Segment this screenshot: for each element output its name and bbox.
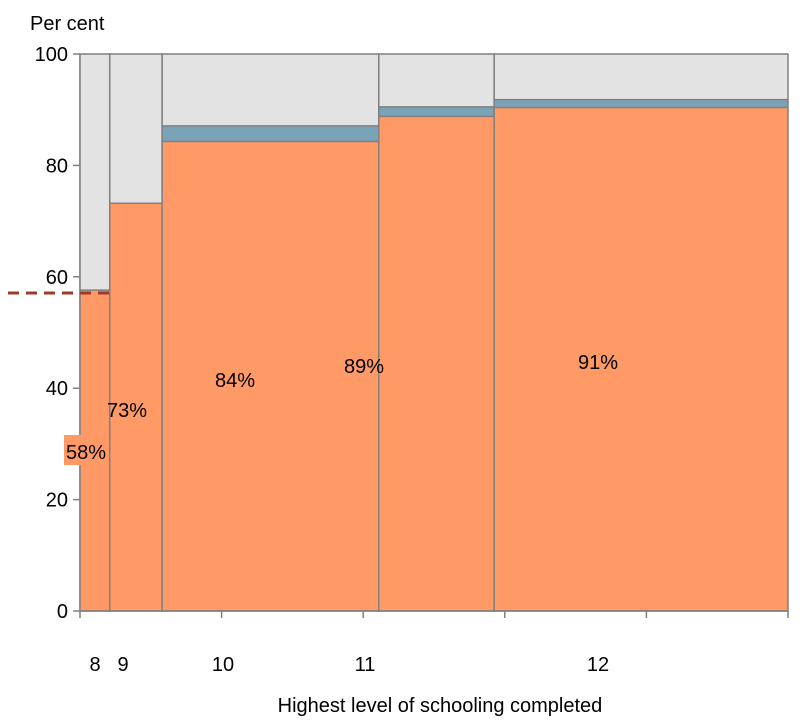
- bar-segment-main: [378, 116, 495, 611]
- data-label-box: [64, 435, 108, 465]
- bar-segment-top: [80, 54, 110, 291]
- x-category-label: 8: [89, 654, 100, 676]
- x-category-label: 9: [117, 654, 128, 676]
- y-tick-label: 20: [46, 490, 68, 512]
- y-tick-label: 80: [46, 155, 68, 177]
- y-axis-title: Per cent: [30, 13, 105, 35]
- bar-segment-main: [109, 203, 163, 611]
- data-label: 91%: [578, 352, 618, 374]
- x-category-label: 11: [355, 654, 376, 676]
- bars: [79, 53, 789, 612]
- bar-segment-mid: [494, 99, 788, 108]
- x-category-label: 12: [587, 654, 609, 676]
- data-label: 58%: [66, 442, 106, 464]
- y-tick-label: 100: [35, 44, 68, 66]
- data-label: 73%: [107, 400, 147, 422]
- data-labels: 58%73% 84% 89% 91%: [64, 352, 618, 465]
- bar-segment-mid: [378, 106, 495, 117]
- y-axis: 0 20 40 60 80 100: [35, 44, 81, 623]
- x-axis: 8 9 10 11 12: [79, 610, 789, 676]
- bar-segment-top: [378, 54, 495, 107]
- x-axis-title: Highest level of schooling completed: [278, 695, 603, 717]
- bar-segment-main: [162, 141, 379, 611]
- y-tick-label: 60: [46, 267, 68, 289]
- x-category-label: 10: [212, 654, 234, 676]
- bar-segment-top: [109, 54, 163, 204]
- data-label: 89%: [344, 356, 384, 378]
- y-tick-label: 40: [46, 378, 68, 400]
- bar-segment-top: [494, 54, 788, 100]
- data-label: 84%: [215, 370, 255, 392]
- bar-segment-mid: [162, 125, 379, 142]
- bar-segment-top: [162, 54, 379, 126]
- y-tick-label: 0: [57, 601, 68, 623]
- bar-segment-main: [494, 107, 788, 612]
